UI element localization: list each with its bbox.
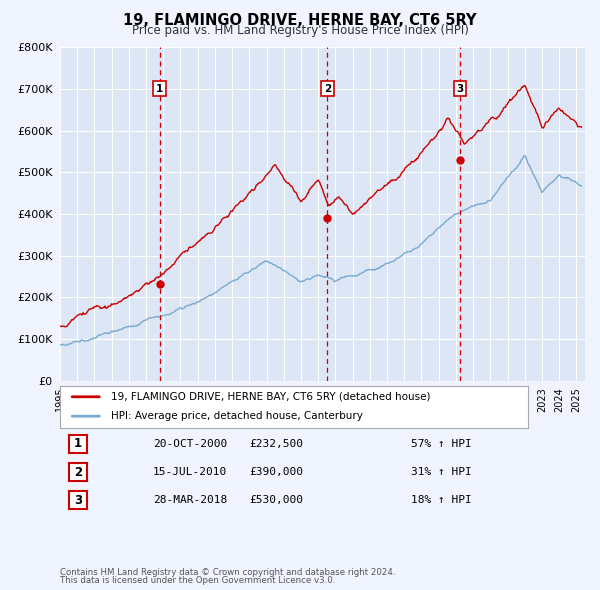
Text: Contains HM Land Registry data © Crown copyright and database right 2024.: Contains HM Land Registry data © Crown c…: [60, 568, 395, 577]
Text: 1: 1: [156, 84, 163, 94]
Text: 1: 1: [74, 437, 82, 450]
Text: This data is licensed under the Open Government Licence v3.0.: This data is licensed under the Open Gov…: [60, 576, 335, 585]
Text: 3: 3: [74, 494, 82, 507]
Text: £232,500: £232,500: [249, 439, 303, 448]
Text: 19, FLAMINGO DRIVE, HERNE BAY, CT6 5RY: 19, FLAMINGO DRIVE, HERNE BAY, CT6 5RY: [123, 13, 477, 28]
Text: 31% ↑ HPI: 31% ↑ HPI: [411, 467, 472, 477]
Text: 57% ↑ HPI: 57% ↑ HPI: [411, 439, 472, 448]
Text: 3: 3: [456, 84, 463, 94]
Text: 2: 2: [74, 466, 82, 478]
Text: Price paid vs. HM Land Registry's House Price Index (HPI): Price paid vs. HM Land Registry's House …: [131, 24, 469, 37]
Text: HPI: Average price, detached house, Canterbury: HPI: Average price, detached house, Cant…: [112, 411, 364, 421]
Text: 20-OCT-2000: 20-OCT-2000: [153, 439, 227, 448]
Text: 18% ↑ HPI: 18% ↑ HPI: [411, 496, 472, 505]
Text: 15-JUL-2010: 15-JUL-2010: [153, 467, 227, 477]
Text: 2: 2: [324, 84, 331, 94]
Text: 28-MAR-2018: 28-MAR-2018: [153, 496, 227, 505]
Text: £390,000: £390,000: [249, 467, 303, 477]
Text: £530,000: £530,000: [249, 496, 303, 505]
Text: 19, FLAMINGO DRIVE, HERNE BAY, CT6 5RY (detached house): 19, FLAMINGO DRIVE, HERNE BAY, CT6 5RY (…: [112, 392, 431, 402]
